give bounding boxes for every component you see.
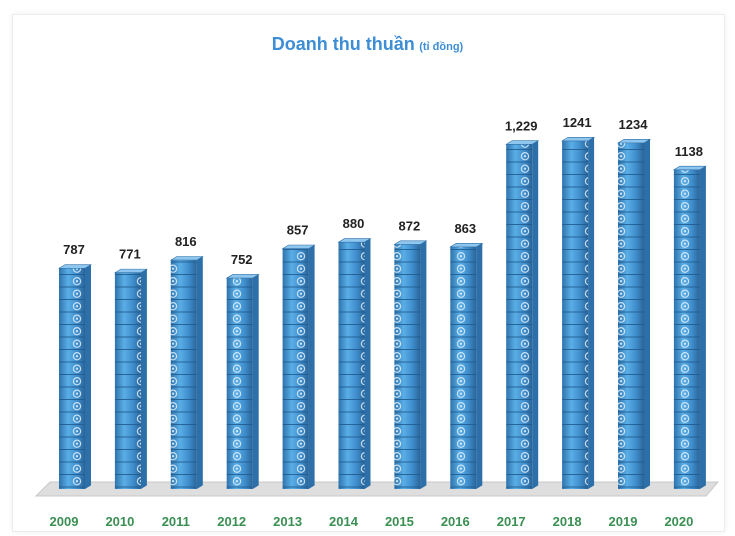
value-label-2011: 816 xyxy=(175,234,197,249)
x-tick-label-2012: 2012 xyxy=(217,514,246,529)
bar-2018 xyxy=(561,136,596,489)
x-tick-label-2014: 2014 xyxy=(329,514,359,529)
value-label-2012: 752 xyxy=(231,252,253,267)
x-tick-label-2013: 2013 xyxy=(273,514,302,529)
bar-2013 xyxy=(281,244,316,489)
x-tick-label-2016: 2016 xyxy=(441,514,470,529)
value-label-2016: 863 xyxy=(454,221,476,236)
x-tick-label-2019: 2019 xyxy=(609,514,638,529)
chart-title: Doanh thu thuần (tỉ đồng) xyxy=(0,34,735,55)
value-label-2009: 787 xyxy=(63,242,85,257)
bar-2012 xyxy=(225,274,260,489)
bar-2020 xyxy=(672,165,707,490)
value-label-2010: 771 xyxy=(119,247,141,262)
bar-2016 xyxy=(449,243,484,489)
value-label-2017: 1,229 xyxy=(505,118,538,133)
chart-title-text: Doanh thu thuần xyxy=(271,34,415,54)
value-label-2018: 1241 xyxy=(563,115,592,130)
bar-2014 xyxy=(337,238,372,489)
bar-2009 xyxy=(57,264,93,489)
value-label-2014: 880 xyxy=(343,216,365,231)
x-tick-label-2009: 2009 xyxy=(50,514,79,529)
x-tick-label-2018: 2018 xyxy=(553,514,582,529)
bar-2011 xyxy=(169,256,204,489)
value-label-2015: 872 xyxy=(399,218,421,233)
x-tick-label-2010: 2010 xyxy=(105,514,134,529)
x-tick-label-2015: 2015 xyxy=(385,514,414,529)
x-tick-label-2011: 2011 xyxy=(162,514,190,529)
bar-2015 xyxy=(393,240,428,489)
chart-title-unit: (tỉ đồng) xyxy=(419,41,464,53)
value-label-2019: 1234 xyxy=(619,117,649,132)
chart-floor xyxy=(34,481,720,497)
x-tick-label-2020: 2020 xyxy=(664,514,693,529)
value-label-2013: 857 xyxy=(287,223,309,238)
x-tick-label-2017: 2017 xyxy=(497,514,526,529)
value-label-2020: 1138 xyxy=(675,144,703,159)
bar-2010 xyxy=(113,268,148,489)
bar-2017 xyxy=(505,140,540,489)
bar-2019 xyxy=(616,138,652,489)
